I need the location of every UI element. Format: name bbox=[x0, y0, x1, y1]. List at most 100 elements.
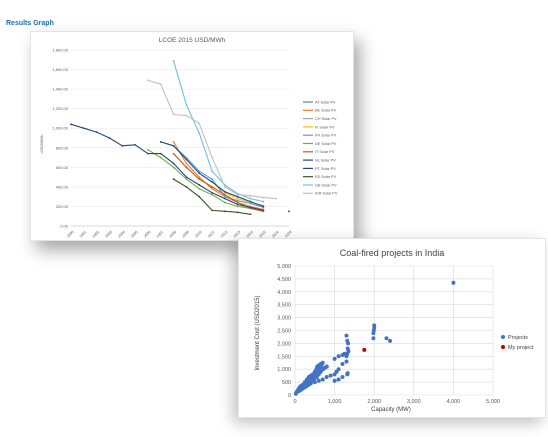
lcoe-data-point bbox=[185, 114, 188, 117]
lcoe-legend-label: DE Solar PV bbox=[315, 142, 337, 146]
coal-y-tick-label: 3,000 bbox=[277, 316, 291, 322]
lcoe-data-point bbox=[236, 193, 239, 196]
lcoe-x-tick-label: 2000 bbox=[66, 230, 74, 238]
coal-x-tick-label: 4,000 bbox=[447, 399, 461, 405]
lcoe-data-point bbox=[211, 193, 213, 196]
lcoe-data-point bbox=[211, 187, 213, 190]
lcoe-data-point bbox=[172, 178, 175, 180]
lcoe-data-point bbox=[172, 152, 175, 155]
lcoe-y-tick-label: 400.00 bbox=[56, 184, 69, 189]
lcoe-legend-label: CH Solar PV bbox=[315, 117, 337, 121]
lcoe-x-tick-label: 2016 bbox=[271, 230, 279, 238]
lcoe-series-line bbox=[161, 142, 289, 211]
lcoe-data-point bbox=[159, 156, 162, 159]
coal-y-tick-label: 2,500 bbox=[277, 329, 291, 335]
lcoe-data-point bbox=[262, 200, 265, 203]
lcoe-data-point bbox=[236, 211, 239, 214]
lcoe-data-point bbox=[159, 152, 162, 155]
lcoe-data-point bbox=[223, 210, 226, 213]
coal-data-point bbox=[312, 380, 317, 385]
lcoe-data-point bbox=[211, 181, 213, 183]
coal-y-tick-label: 1,500 bbox=[277, 354, 291, 360]
coal-data-point bbox=[324, 364, 329, 369]
page-title: Results Graph bbox=[6, 20, 54, 27]
lcoe-x-tick-label: 2013 bbox=[233, 230, 241, 238]
lcoe-data-point bbox=[121, 144, 124, 147]
coal-data-point bbox=[319, 362, 324, 367]
lcoe-data-point bbox=[275, 197, 278, 200]
lcoe-legend-label: PT Solar PV bbox=[315, 167, 336, 171]
lcoe-x-tick-label: 2012 bbox=[220, 230, 228, 238]
coal-y-tick-label: 500 bbox=[282, 380, 291, 386]
lcoe-data-point bbox=[185, 158, 188, 161]
coal-y-tick-label: 4,000 bbox=[277, 290, 291, 296]
lcoe-data-point bbox=[198, 187, 201, 190]
coal-data-point bbox=[362, 347, 367, 352]
lcoe-x-tick-label: 2020 bbox=[284, 230, 292, 238]
lcoe-data-point bbox=[236, 201, 239, 204]
lcoe-x-tick-label: 2007 bbox=[156, 230, 164, 238]
lcoe-series-line bbox=[70, 123, 264, 211]
lcoe-data-point bbox=[211, 209, 213, 212]
lcoe-data-point bbox=[198, 132, 201, 135]
coal-data-point bbox=[324, 374, 329, 379]
lcoe-data-point bbox=[249, 202, 252, 205]
lcoe-data-point bbox=[172, 59, 175, 62]
lcoe-series-line bbox=[173, 141, 264, 210]
lcoe-y-tick-label: 200.00 bbox=[56, 204, 69, 209]
lcoe-series-line bbox=[147, 149, 264, 211]
lcoe-data-point bbox=[236, 197, 239, 200]
lcoe-data-point bbox=[223, 197, 226, 200]
lcoe-y-tick-label: 1,800.00 bbox=[52, 48, 68, 53]
lcoe-data-point bbox=[249, 200, 252, 203]
coal-data-point bbox=[332, 378, 337, 383]
coal-data-point bbox=[345, 338, 350, 343]
lcoe-data-point bbox=[147, 148, 149, 151]
lcoe-data-point bbox=[288, 210, 290, 213]
coal-data-point bbox=[371, 328, 376, 333]
coal-y-tick-label: 4,500 bbox=[277, 277, 291, 283]
lcoe-data-point bbox=[223, 195, 226, 198]
lcoe-data-point bbox=[262, 205, 265, 208]
lcoe-x-tick-label: 2006 bbox=[143, 230, 151, 238]
coal-chart-card: Coal-fired projects in India Capacity (M… bbox=[238, 238, 546, 418]
lcoe-y-tick-label: 1,400.00 bbox=[52, 87, 68, 92]
lcoe-x-tick-label: 2014 bbox=[246, 230, 254, 238]
coal-data-point bbox=[336, 377, 341, 382]
lcoe-data-point bbox=[211, 170, 213, 173]
lcoe-data-point bbox=[236, 195, 239, 198]
coal-y-axis-label: Investment Cost (USD2015) bbox=[255, 295, 261, 370]
lcoe-data-point bbox=[223, 185, 226, 188]
lcoe-legend-label: IT Solar PV bbox=[315, 150, 335, 154]
lcoe-legend-label: ES Solar PV bbox=[315, 175, 337, 179]
lcoe-x-tick-label: 2003 bbox=[105, 230, 113, 238]
lcoe-data-point bbox=[147, 79, 149, 82]
coal-data-point bbox=[388, 338, 393, 343]
coal-data-point bbox=[320, 377, 325, 382]
lcoe-data-point bbox=[95, 131, 98, 134]
lcoe-legend-label: AT Solar PV bbox=[315, 100, 336, 104]
lcoe-data-point bbox=[82, 127, 85, 130]
lcoe-data-point bbox=[236, 199, 239, 202]
lcoe-data-point bbox=[198, 122, 201, 125]
coal-data-point bbox=[346, 349, 351, 354]
coal-x-tick-label: 5,000 bbox=[486, 399, 500, 405]
lcoe-data-point bbox=[108, 137, 111, 139]
lcoe-data-point bbox=[198, 172, 201, 175]
coal-x-axis-label: Capacity (MW) bbox=[371, 407, 411, 413]
lcoe-data-point bbox=[211, 156, 213, 159]
lcoe-data-point bbox=[185, 176, 188, 179]
lcoe-data-point bbox=[198, 170, 201, 173]
lcoe-data-point bbox=[70, 123, 72, 126]
lcoe-x-tick-label: 2002 bbox=[92, 230, 100, 238]
lcoe-chart-card: LCOE 2015 USD/MWh USD/MWh 0.00 200.00 400.… bbox=[30, 31, 354, 241]
lcoe-data-point bbox=[134, 143, 137, 146]
lcoe-data-point bbox=[262, 209, 265, 212]
lcoe-data-point bbox=[262, 196, 265, 199]
coal-legend-label: My project bbox=[508, 345, 534, 351]
lcoe-x-tick-label: 2005 bbox=[130, 230, 138, 238]
lcoe-data-point bbox=[185, 178, 188, 180]
lcoe-data-point bbox=[211, 185, 213, 188]
lcoe-data-point bbox=[159, 141, 162, 143]
coal-y-tick-label: 3,500 bbox=[277, 303, 291, 309]
